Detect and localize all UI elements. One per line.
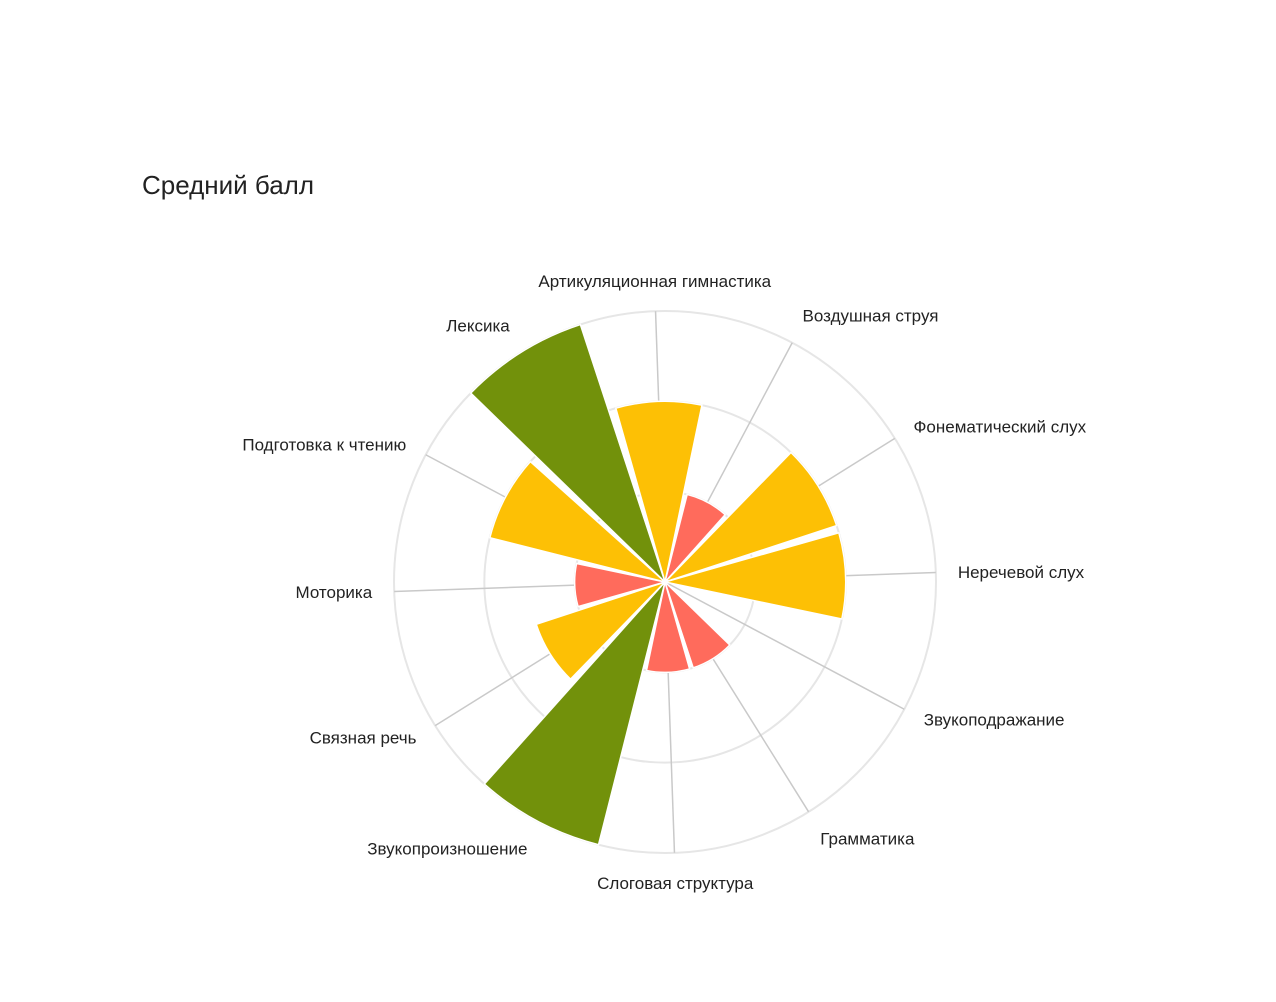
slice-0[interactable] xyxy=(614,400,703,583)
slices xyxy=(469,323,847,846)
slice-2[interactable] xyxy=(664,451,838,583)
category-label: Звукоподражание xyxy=(924,711,1065,730)
slice-9[interactable] xyxy=(573,562,666,608)
slice-1[interactable] xyxy=(664,493,727,583)
category-label: Артикуляционная гимнастика xyxy=(538,272,771,291)
category-label: Моторика xyxy=(295,583,372,602)
slice-3[interactable] xyxy=(664,531,847,620)
slice-10[interactable] xyxy=(488,460,666,583)
slice-11[interactable] xyxy=(469,323,666,583)
category-label: Связная речь xyxy=(310,728,417,747)
slice-7[interactable] xyxy=(483,581,666,846)
category-label: Слоговая структура xyxy=(597,874,754,893)
category-label: Грамматика xyxy=(820,829,915,848)
grid-ring xyxy=(393,310,937,854)
chart-title: Средний балл xyxy=(142,170,315,200)
grid-spoke xyxy=(664,581,905,710)
category-label: Звукопроизношение xyxy=(367,840,527,859)
category-label: Неречевой слух xyxy=(958,563,1085,582)
category-label: Лексика xyxy=(446,317,510,336)
category-labels: Артикуляционная гимнастика Воздушная стру… xyxy=(242,272,1086,893)
category-label: Воздушная струя xyxy=(803,306,939,325)
category-label: Подготовка к чтению xyxy=(242,435,406,454)
category-label: Фонематический слух xyxy=(913,418,1086,437)
slice-6[interactable] xyxy=(645,581,691,674)
slice-5[interactable] xyxy=(664,581,731,669)
slice-8[interactable] xyxy=(535,581,666,681)
